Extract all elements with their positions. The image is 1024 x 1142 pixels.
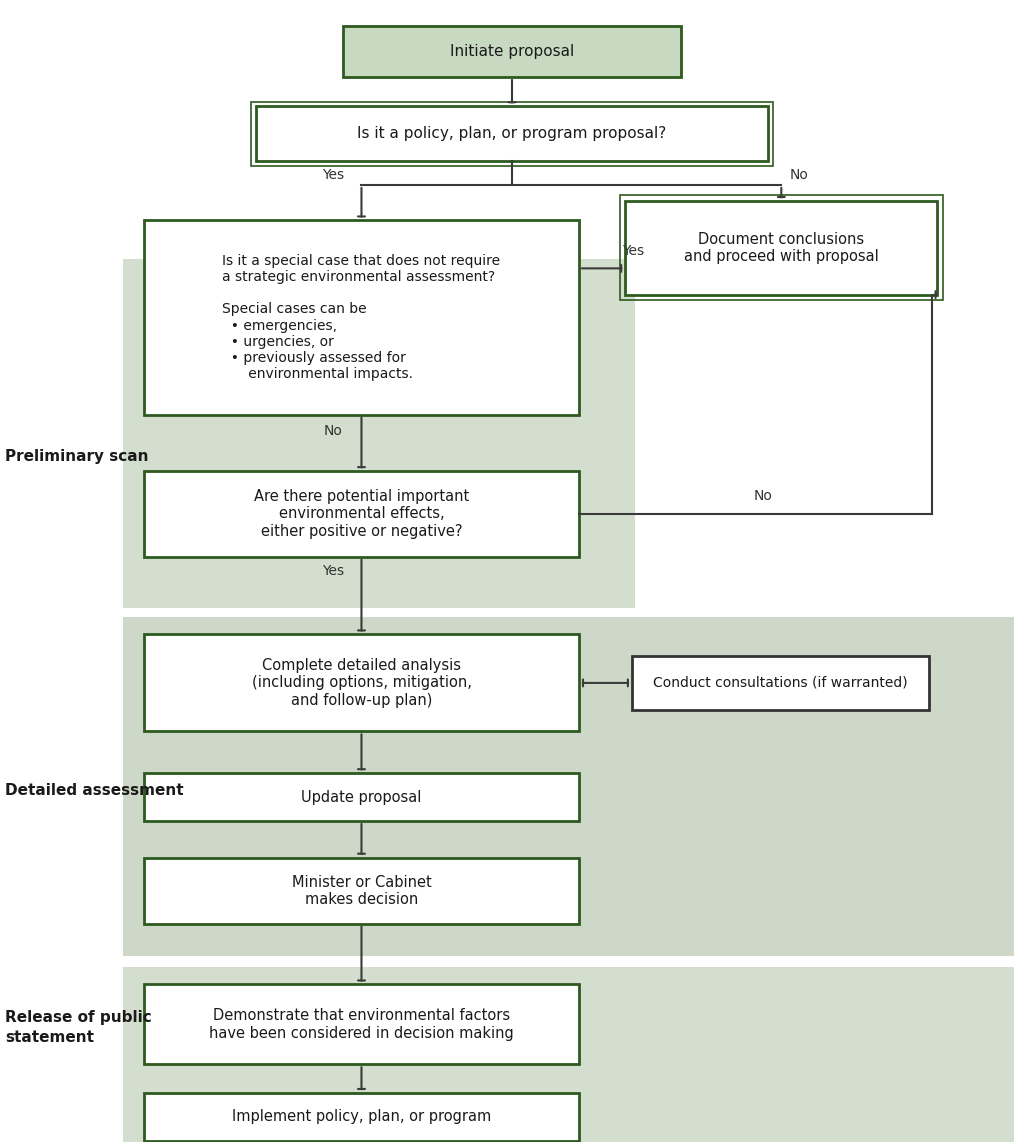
Text: Conduct consultations (if warranted): Conduct consultations (if warranted) (653, 676, 907, 690)
Text: No: No (790, 168, 808, 183)
Text: No: No (754, 489, 772, 504)
FancyBboxPatch shape (343, 25, 681, 78)
Text: Are there potential important
environmental effects,
either positive or negative: Are there potential important environmen… (254, 489, 469, 539)
Text: Is it a policy, plan, or program proposal?: Is it a policy, plan, or program proposa… (357, 126, 667, 142)
Text: Demonstrate that environmental factors
have been considered in decision making: Demonstrate that environmental factors h… (209, 1008, 514, 1040)
FancyBboxPatch shape (143, 984, 580, 1064)
FancyBboxPatch shape (143, 634, 580, 731)
FancyBboxPatch shape (123, 967, 1014, 1142)
FancyBboxPatch shape (143, 773, 580, 821)
FancyBboxPatch shape (143, 858, 580, 924)
Text: Yes: Yes (622, 243, 644, 258)
Text: Yes: Yes (322, 564, 344, 578)
Text: Implement policy, plan, or program: Implement policy, plan, or program (231, 1109, 492, 1125)
FancyBboxPatch shape (632, 656, 929, 710)
Text: No: No (324, 424, 342, 439)
FancyBboxPatch shape (143, 220, 580, 415)
FancyBboxPatch shape (143, 1093, 580, 1141)
Text: Document conclusions
and proceed with proposal: Document conclusions and proceed with pr… (684, 232, 879, 264)
Text: Minister or Cabinet
makes decision: Minister or Cabinet makes decision (292, 875, 431, 907)
FancyBboxPatch shape (256, 106, 768, 161)
Text: Release of public
statement: Release of public statement (5, 1011, 152, 1045)
Text: Update proposal: Update proposal (301, 789, 422, 805)
FancyBboxPatch shape (143, 471, 580, 556)
Text: Detailed assessment: Detailed assessment (5, 782, 183, 798)
Text: Is it a special case that does not require
a strategic environmental assessment?: Is it a special case that does not requi… (222, 254, 501, 381)
FancyBboxPatch shape (123, 617, 1014, 956)
Text: Complete detailed analysis
(including options, mitigation,
and follow-up plan): Complete detailed analysis (including op… (252, 658, 471, 708)
FancyBboxPatch shape (625, 201, 938, 295)
Text: Initiate proposal: Initiate proposal (450, 43, 574, 59)
FancyBboxPatch shape (123, 259, 635, 608)
Text: Yes: Yes (322, 168, 344, 183)
Text: Preliminary scan: Preliminary scan (5, 449, 148, 465)
